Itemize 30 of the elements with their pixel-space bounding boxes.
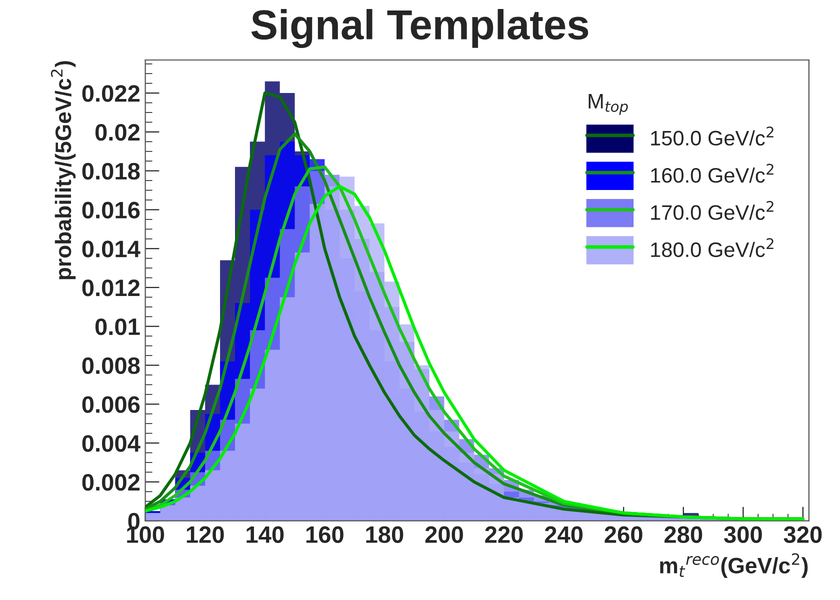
x-tick-label: 260: [604, 526, 642, 544]
x-tick-label: 160: [306, 526, 344, 544]
y-tick-label: 0.008: [82, 357, 140, 374]
x-tick-label: 200: [425, 526, 463, 544]
x-tick-label: 300: [724, 526, 762, 544]
legend-label: 160.0 GeV/c$^{2}$: [651, 164, 774, 183]
y-tick-label: 0.022: [82, 85, 140, 102]
y-tick-label: 0.006: [82, 396, 140, 413]
x-axis-title: m$_{t}$$^{reco}$(GeV/c$^{2}$): [660, 553, 808, 578]
x-tick-label: 140: [246, 526, 284, 544]
legend-label: 170.0 GeV/c$^{2}$: [651, 200, 774, 220]
y-tick-label: 0.012: [82, 280, 140, 296]
y-tick-label: 0.016: [82, 202, 140, 218]
y-axis-title: probability/(5GeV/c$^{2}$): [50, 61, 76, 280]
x-tick-label: 280: [664, 526, 702, 544]
chart-title: Signal Templates: [251, 9, 588, 48]
legend-title: M$_{top}$: [588, 94, 628, 115]
legend-label: 180.0 GeV/c$^{2}$: [651, 238, 774, 258]
y-tick-label: 0.018: [82, 162, 140, 180]
y-tick-label: 0.002: [82, 474, 140, 491]
y-tick-label: 0.01: [95, 318, 140, 336]
y-tick-label: 0.02: [95, 124, 140, 141]
x-tick-label: 320: [784, 526, 822, 544]
x-tick-label: 220: [485, 526, 523, 544]
x-tick-label: 180: [366, 526, 404, 544]
y-tick-label: 0.004: [82, 435, 140, 452]
y-tick-label: 0.014: [82, 240, 140, 258]
x-tick-label: 120: [186, 526, 224, 544]
legend-label: 150.0 GeV/c$^{2}$: [651, 126, 774, 146]
x-tick-label: 240: [544, 526, 583, 544]
